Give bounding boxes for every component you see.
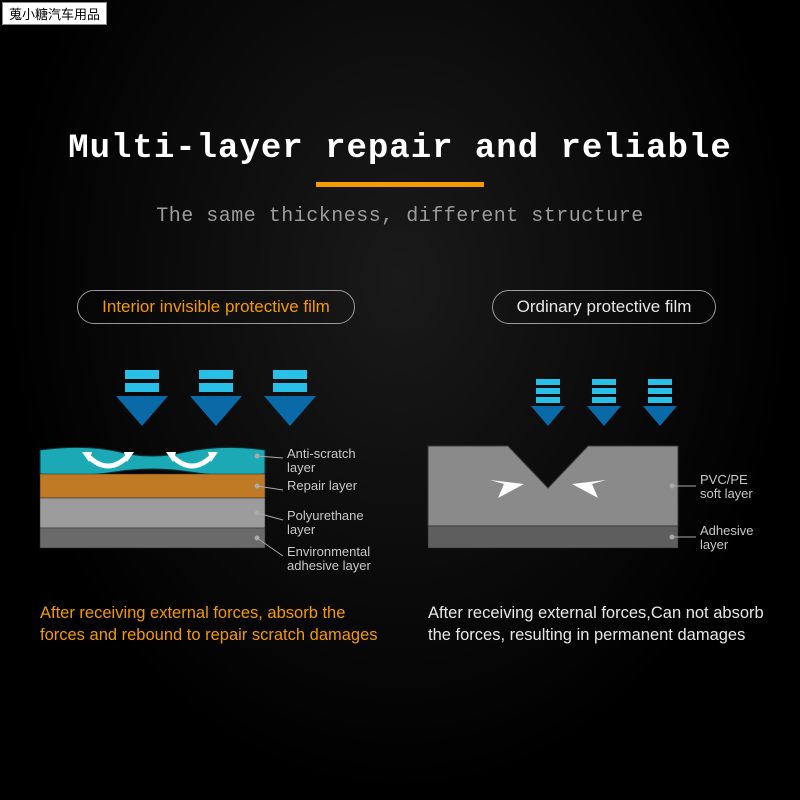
layer-label: Anti-scratchlayer bbox=[287, 446, 356, 475]
comparison-panels: Interior invisible protective film Anti-… bbox=[0, 228, 800, 647]
down-arrow-icon bbox=[116, 370, 168, 426]
left-force-arrows bbox=[116, 352, 316, 426]
main-title: Multi-layer repair and reliable bbox=[0, 130, 800, 168]
down-arrow-icon bbox=[587, 379, 621, 426]
right-pill-label: Ordinary protective film bbox=[492, 290, 717, 324]
down-arrow-icon bbox=[190, 370, 242, 426]
left-diagram: Anti-scratchlayer Repair layer Polyurethan… bbox=[36, 438, 396, 588]
subtitle: The same thickness, different structure bbox=[0, 205, 800, 228]
title-underline bbox=[316, 182, 484, 187]
down-arrow-icon bbox=[643, 379, 677, 426]
left-panel: Interior invisible protective film Anti-… bbox=[36, 290, 396, 647]
right-force-arrows bbox=[531, 352, 677, 426]
layer-label: PVC/PEsoft layer bbox=[700, 472, 753, 501]
down-arrow-icon bbox=[264, 370, 316, 426]
left-caption: After receiving external forces, absorb … bbox=[36, 602, 396, 647]
right-panel: Ordinary protective film PVC/PEsoft laye… bbox=[424, 290, 784, 647]
down-arrow-icon bbox=[531, 379, 565, 426]
layer-label: Polyurethanelayer bbox=[287, 508, 364, 537]
right-diagram: PVC/PEsoft layer Adhesivelayer bbox=[424, 438, 784, 588]
watermark-badge: 蒐小糖汽车用品 bbox=[2, 2, 107, 25]
layer-label: Adhesivelayer bbox=[700, 523, 753, 552]
layer-label: Environmentaladhesive layer bbox=[287, 544, 371, 573]
header: Multi-layer repair and reliable The same… bbox=[0, 0, 800, 228]
right-caption: After receiving external forces,Can not … bbox=[424, 602, 784, 647]
layer-label: Repair layer bbox=[287, 478, 358, 493]
left-pill-label: Interior invisible protective film bbox=[77, 290, 355, 324]
